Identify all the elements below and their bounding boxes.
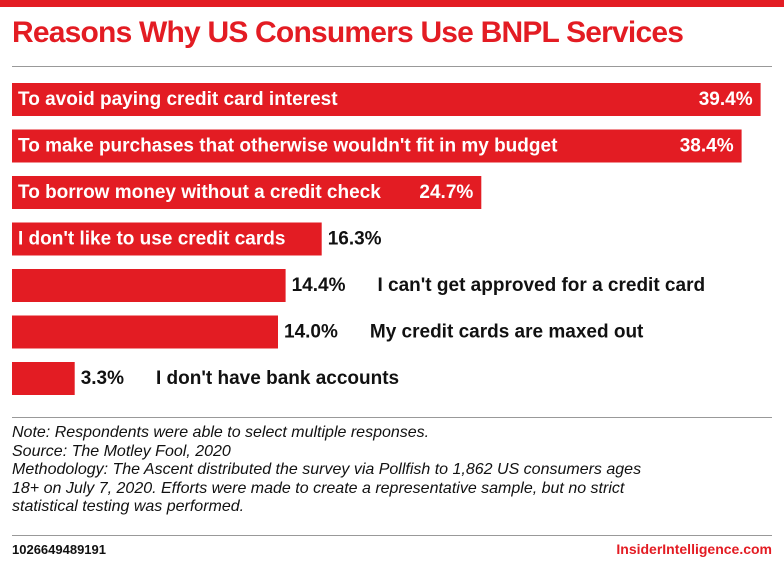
bar: [12, 222, 322, 256]
category-label: I can't get approved for a credit card: [377, 275, 705, 296]
bar: [12, 362, 75, 395]
chart-title: Reasons Why US Consumers Use BNPL Servic…: [12, 16, 684, 49]
category-label: My credit cards are maxed out: [370, 322, 644, 343]
bar: [12, 176, 482, 209]
top-accent-rule: [0, 0, 784, 7]
notes-divider: [12, 417, 772, 418]
value-label: 38.4%: [680, 136, 734, 157]
brand-logo-text: InsiderIntelligence.com: [616, 541, 772, 557]
source-text: Source: The Motley Fool, 2020: [12, 442, 231, 460]
category-label: I don't like to use credit cards: [18, 229, 285, 250]
methodology-line: 18+ on July 7, 2020. Efforts were made t…: [12, 479, 625, 497]
value-label: 24.7%: [419, 182, 473, 203]
value-label: 14.4%: [292, 275, 346, 296]
category-label: To borrow money without a credit check: [18, 182, 381, 203]
category-label: I don't have bank accounts: [156, 368, 399, 389]
bar: [12, 315, 278, 349]
value-label: 14.0%: [284, 322, 338, 343]
footer-divider: [12, 535, 772, 536]
value-label: 39.4%: [699, 89, 753, 110]
chart-id: 1026649489191: [12, 542, 106, 557]
bar: [12, 83, 761, 116]
value-label: 16.3%: [328, 229, 382, 250]
category-label: To avoid paying credit card interest: [18, 89, 338, 110]
methodology-line: statistical testing was performed.: [12, 498, 245, 515]
value-label: 3.3%: [81, 368, 124, 389]
note-text: Note: Respondents were able to select mu…: [12, 424, 430, 441]
bar: [12, 269, 286, 302]
methodology-line: Methodology: The Ascent distributed the …: [12, 461, 642, 478]
title-divider: [12, 66, 772, 67]
category-label: To make purchases that otherwise wouldn'…: [18, 136, 558, 157]
chart-notes: Note: Respondents were able to select mu…: [12, 424, 776, 517]
bar: [12, 129, 742, 163]
bar-chart: To avoid paying credit card interest 39.4…: [12, 83, 761, 395]
